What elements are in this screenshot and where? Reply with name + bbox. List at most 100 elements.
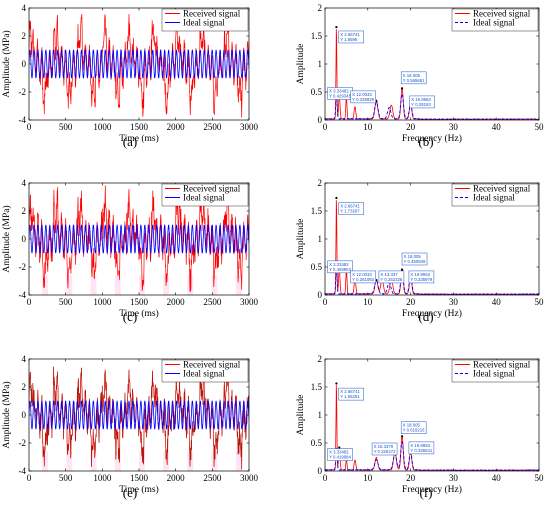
y-tick-label: -2 <box>19 87 27 97</box>
shade-band <box>114 275 121 295</box>
x-tick-label: 3000 <box>240 122 259 132</box>
x-tick-label: 500 <box>59 297 73 307</box>
x-axis-label: Frequency (Hz) <box>402 484 462 495</box>
x-tick-label: 30 <box>449 473 459 483</box>
x-tick-label: 2500 <box>203 473 222 483</box>
datatip-text: X 13.337 <box>380 272 398 277</box>
y-tick-label: -4 <box>19 115 27 125</box>
shade-band <box>139 451 145 471</box>
y-tick-label: 0 <box>22 234 27 244</box>
datatip-box <box>327 260 353 274</box>
datatip-text: X 12.0033 <box>352 92 372 97</box>
x-tick-label: 0 <box>323 297 328 307</box>
x-tick-label: 2500 <box>203 297 222 307</box>
series-ideal-signal-line <box>325 441 539 471</box>
legend-entry: Received signal <box>183 360 241 370</box>
shade-band <box>163 451 170 471</box>
datatip-text: X 16.3379 <box>374 444 394 449</box>
legend-entry: Ideal signal <box>183 369 225 379</box>
datatip-box <box>350 270 376 284</box>
legend-entry: Received signal <box>473 184 531 194</box>
legend-entry: Ideal signal <box>183 18 225 28</box>
datatip-marker <box>335 25 338 29</box>
datatip-marker <box>338 446 341 449</box>
y-axis-label: Amplitude <box>296 395 306 436</box>
datatip-box <box>350 90 376 104</box>
x-axis-label: Frequency (Hz) <box>402 133 462 144</box>
datatip-text: Y 0.261083 <box>352 277 375 282</box>
datatip-box <box>400 421 427 434</box>
y-tick-label: 2 <box>318 178 323 188</box>
datatip-text: Y 0.335979 <box>410 277 433 282</box>
x-tick-label: 50 <box>535 297 545 307</box>
legend-box <box>451 359 539 383</box>
shade-band <box>90 275 97 295</box>
x-tick-label: 1000 <box>93 473 112 483</box>
y-tick-label: 1 <box>318 410 323 420</box>
datatip-text: X 2.66741 <box>340 204 360 209</box>
plot-area <box>29 185 249 295</box>
y-tick-label: 0 <box>318 115 323 125</box>
x-tick-label: 10 <box>363 473 373 483</box>
panel-label: (c) <box>123 309 137 324</box>
y-tick-label: 0 <box>22 410 27 420</box>
y-tick-label: -2 <box>19 438 27 448</box>
y-axis-label: Amplitude (MPa) <box>1 30 12 97</box>
legend-entry: Ideal signal <box>183 193 225 203</box>
datatip-text: Y 0.429345 <box>329 94 352 99</box>
datatip-box <box>338 387 364 401</box>
panel-label: (a) <box>123 134 137 149</box>
legend-entry: Received signal <box>183 9 241 19</box>
x-tick-label: 20 <box>406 297 416 307</box>
series-ideal-signal-line <box>29 224 249 254</box>
y-tick-label: 2 <box>318 3 323 13</box>
legend-box <box>451 8 539 32</box>
x-tick-label: 1500 <box>130 297 149 307</box>
datatip-box <box>371 442 398 456</box>
legend-box <box>161 8 249 32</box>
y-tick-label: 1 <box>318 234 323 244</box>
datatip-text: Y 1.6595 <box>340 37 358 42</box>
y-tick-label: 0 <box>22 59 27 69</box>
series-ideal-signal-line <box>29 400 249 430</box>
datatip-text: Y 0.28163 <box>411 102 431 107</box>
datatip-box <box>408 270 435 284</box>
x-tick-label: 0 <box>27 473 32 483</box>
shade-band <box>235 275 242 295</box>
datatip-text: X 3.33482 <box>329 89 349 94</box>
datatip-text: X 18.005 <box>403 423 421 428</box>
x-tick-label: 0 <box>323 473 328 483</box>
shade-band <box>42 275 49 295</box>
y-axis-label: Amplitude <box>296 44 306 85</box>
y-axis-label: Amplitude (MPa) <box>1 381 12 448</box>
shade-band <box>211 275 218 295</box>
shade-band <box>211 451 218 471</box>
x-tick-label: 2500 <box>203 122 222 132</box>
x-tick-label: 10 <box>363 297 373 307</box>
legend-box <box>161 183 249 207</box>
y-tick-label: 1.5 <box>311 31 323 41</box>
x-tick-label: 30 <box>449 122 459 132</box>
x-tick-label: 40 <box>492 297 502 307</box>
panel-label: (d) <box>418 309 433 324</box>
y-tick-label: 0.5 <box>311 262 323 272</box>
legend-entry: Ideal signal <box>473 193 515 203</box>
y-tick-label: 2 <box>318 354 323 364</box>
datatip-text: X 3.33482 <box>329 262 349 267</box>
plot-area <box>325 29 539 120</box>
x-tick-label: 40 <box>492 122 502 132</box>
x-tick-label: 40 <box>492 473 502 483</box>
y-tick-label: 1.5 <box>311 206 323 216</box>
series-ideal-signal-line <box>325 93 539 120</box>
